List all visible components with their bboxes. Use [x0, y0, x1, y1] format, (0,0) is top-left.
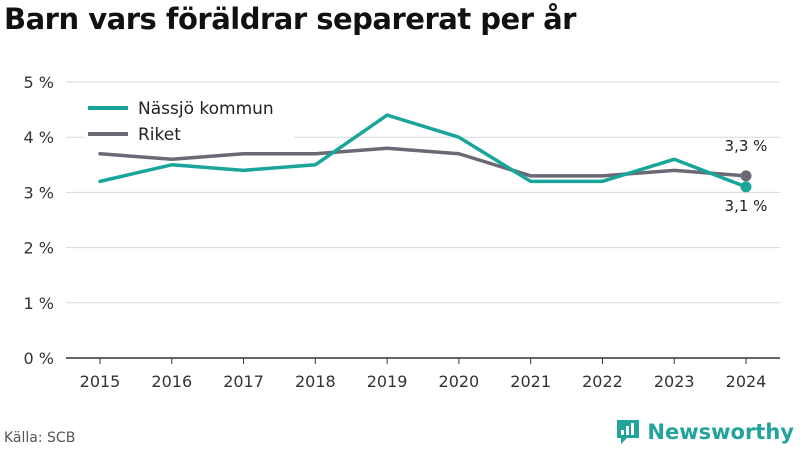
x-tick-label: 2019 — [367, 372, 408, 391]
brand-logo: Newsworthy — [615, 418, 794, 446]
x-tick-label: 2024 — [726, 372, 767, 391]
x-tick-label: 2023 — [654, 372, 695, 391]
source-note: Källa: SCB — [4, 430, 76, 446]
brand-name: Newsworthy — [647, 420, 794, 444]
x-tick-label: 2022 — [582, 372, 623, 391]
chart-title: Barn vars föräldrar separerat per år — [4, 2, 576, 36]
y-tick-label: 4 % — [24, 128, 54, 147]
y-axis-labels: 0 % 1 % 2 % 3 % 4 % 5 % — [24, 73, 54, 368]
x-tick-label: 2017 — [223, 372, 264, 391]
series-line-nassjo — [98, 113, 748, 189]
x-axis: 2015 2016 2017 2018 2019 2020 2021 2022 2023 2024 — [66, 357, 780, 391]
legend-label: Nässjö kommun — [138, 99, 274, 119]
x-tick-label: 2018 — [295, 372, 336, 391]
y-tick-label: 0 % — [24, 349, 54, 368]
legend: Nässjö kommun Riket — [84, 98, 294, 146]
y-tick-label: 1 % — [24, 294, 54, 313]
end-value-label: 3,1 % — [725, 197, 768, 215]
series-line-riket — [98, 146, 748, 178]
series-end-point — [740, 181, 752, 193]
y-tick-label: 2 % — [24, 239, 54, 258]
series-lines: 3,1 % 3,3 % — [98, 113, 768, 215]
x-tick-label: 2015 — [80, 372, 121, 391]
x-tick-label: 2020 — [439, 372, 480, 391]
y-tick-label: 3 % — [24, 183, 54, 202]
legend-background — [84, 124, 294, 146]
legend-background — [84, 98, 294, 120]
legend-label: Riket — [138, 125, 181, 145]
newsworthy-logo-icon — [617, 420, 640, 444]
end-value-label: 3,3 % — [725, 137, 768, 155]
x-tick-label: 2016 — [151, 372, 192, 391]
y-tick-label: 5 % — [24, 73, 54, 92]
x-tick-label: 2021 — [510, 372, 551, 391]
series-end-point — [740, 170, 752, 182]
